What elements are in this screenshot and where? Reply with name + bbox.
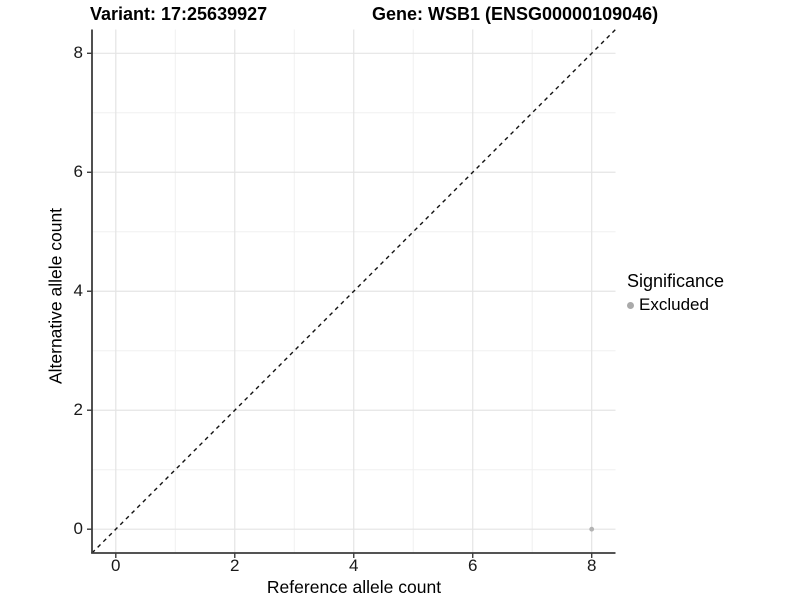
- plot-title-gene: Gene: WSB1 (ENSG00000109046): [372, 4, 659, 24]
- x-tick-label: 4: [349, 556, 359, 575]
- x-tick-label: 6: [467, 556, 478, 575]
- legend-title: Significance: [627, 271, 725, 291]
- legend-point-icon: [627, 301, 634, 309]
- legend-item-excluded: Excluded: [627, 295, 724, 315]
- legend: Significance Excluded: [627, 271, 724, 315]
- y-tick-label: 4: [73, 281, 83, 301]
- plot-title-variant: Variant: 17:25639927: [90, 4, 268, 24]
- y-tick-label: 2: [73, 400, 83, 420]
- y-axis-title: Alternative allele count: [45, 207, 66, 385]
- x-tick-label: 2: [230, 556, 240, 575]
- x-tick-label: 0: [111, 556, 121, 575]
- x-tick-label: 8: [586, 556, 597, 575]
- x-axis-title: Reference allele count: [266, 577, 442, 597]
- legend-item-label: Excluded: [639, 295, 709, 314]
- y-tick-label: 6: [73, 162, 83, 182]
- identity-reference-line: [91, 29, 616, 554]
- y-tick-label: 8: [73, 43, 83, 63]
- y-tick-label: 0: [73, 519, 83, 539]
- data-point: [589, 526, 595, 532]
